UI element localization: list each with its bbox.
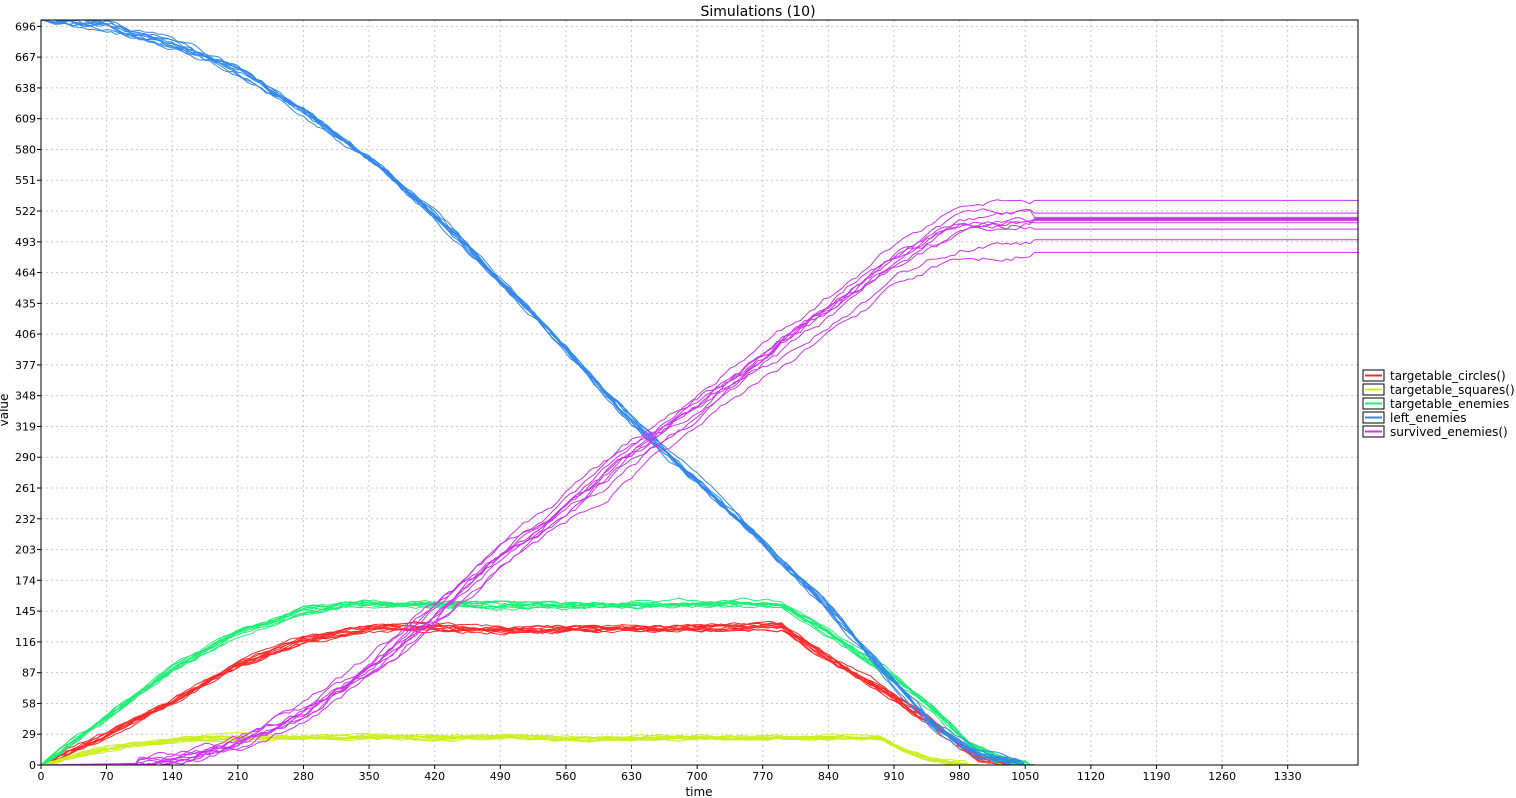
- x-tick-label: 70: [100, 770, 114, 783]
- x-tick-label: 140: [162, 770, 183, 783]
- x-tick-label: 560: [555, 770, 576, 783]
- y-tick-label: 290: [15, 451, 36, 464]
- y-tick-label: 609: [15, 113, 36, 126]
- y-tick-label: 29: [22, 728, 36, 741]
- y-tick-label: 638: [15, 82, 36, 95]
- y-tick-label: 580: [15, 143, 36, 156]
- y-tick-label: 232: [15, 513, 36, 526]
- series-run-line: [41, 218, 1358, 766]
- x-tick-label: 770: [752, 770, 773, 783]
- y-axis: 0 29 58 87 116 145 174 203 232 261 290 319 348 377 406…: [15, 20, 41, 772]
- y-tick-label: 116: [15, 636, 36, 649]
- y-tick-label: 406: [15, 328, 36, 341]
- series-run-line: [41, 239, 1358, 766]
- y-tick-label: 696: [15, 20, 36, 33]
- x-tick-label: 700: [687, 770, 708, 783]
- y-axis-title: value: [0, 394, 11, 427]
- x-tick-label: 630: [621, 770, 642, 783]
- legend-label: survived_enemies(): [1390, 425, 1508, 439]
- x-axis: 0 70 140 210 280 350 420 490 560 630 700 770 840 910 9…: [38, 765, 1302, 783]
- x-tick-label: 350: [359, 770, 380, 783]
- y-tick-label: 319: [15, 420, 36, 433]
- y-tick-label: 145: [15, 605, 36, 618]
- x-tick-label: 280: [293, 770, 314, 783]
- legend-label: targetable_enemies: [1390, 397, 1509, 411]
- series-run-line: [41, 225, 1358, 766]
- y-tick-label: 203: [15, 544, 36, 557]
- x-tick-label: 840: [818, 770, 839, 783]
- y-tick-label: 377: [15, 359, 36, 372]
- series-run-line: [41, 209, 1358, 766]
- y-tick-label: 348: [15, 390, 36, 403]
- x-tick-label: 420: [424, 770, 445, 783]
- chart-title: Simulations (10): [700, 4, 815, 20]
- x-tick-label: 980: [949, 770, 970, 783]
- x-tick-label: 490: [490, 770, 511, 783]
- x-tick-label: 1260: [1208, 770, 1236, 783]
- y-tick-label: 551: [15, 174, 36, 187]
- y-tick-label: 493: [15, 236, 36, 249]
- x-tick-label: 1190: [1142, 770, 1170, 783]
- legend-label: targetable_squares(): [1390, 383, 1515, 397]
- y-tick-label: 435: [15, 297, 36, 310]
- x-tick-label: 910: [884, 770, 905, 783]
- x-tick-label: 1050: [1011, 770, 1039, 783]
- y-tick-label: 522: [15, 205, 36, 218]
- x-tick-label: 1120: [1077, 770, 1105, 783]
- y-tick-label: 87: [22, 667, 36, 680]
- series-run-line: [41, 221, 1358, 766]
- series-run-line: [41, 217, 1358, 766]
- y-tick-label: 0: [29, 759, 36, 772]
- y-tick-label: 58: [22, 697, 36, 710]
- legend-label: targetable_circles(): [1390, 369, 1506, 383]
- x-tick-label: 1330: [1274, 770, 1302, 783]
- series-survived-enemies: [40, 199, 1358, 766]
- x-tick-label: 0: [38, 770, 45, 783]
- y-tick-label: 464: [15, 267, 36, 280]
- legend: targetable_circles()targetable_squares()…: [1362, 369, 1515, 439]
- series-run-line: [41, 251, 1358, 766]
- plot-frame: [40, 19, 1359, 766]
- y-tick-label: 261: [15, 482, 36, 495]
- x-tick-label: 210: [227, 770, 248, 783]
- y-tick-label: 174: [15, 574, 36, 587]
- x-axis-title: time: [685, 785, 712, 798]
- y-tick-label: 667: [15, 51, 36, 64]
- legend-label: left_enemies: [1390, 411, 1466, 425]
